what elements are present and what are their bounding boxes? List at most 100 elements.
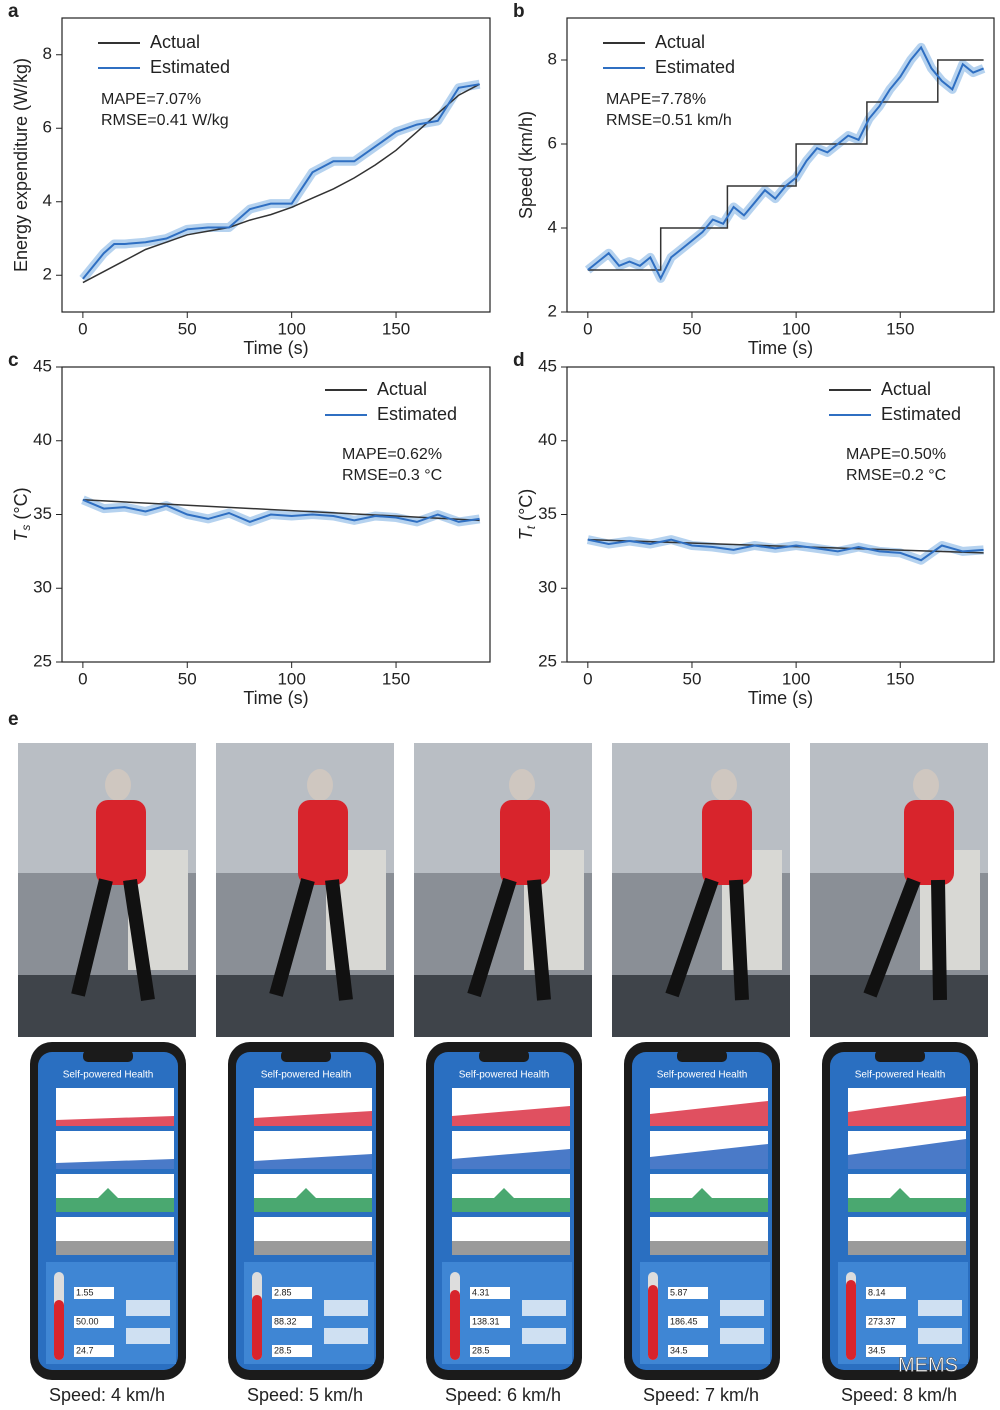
x-tick-label: 50 (178, 669, 197, 688)
y-tick-label: 4 (548, 217, 557, 236)
y-label-symbol: T (516, 527, 536, 540)
reading-box (74, 1287, 114, 1299)
runner-legs (467, 877, 551, 1001)
panel-label: c (8, 350, 19, 371)
runner-shirt (96, 800, 146, 885)
strip-area (452, 1106, 570, 1126)
x-tick-label: 150 (886, 319, 914, 338)
y-tick-label: 40 (538, 430, 557, 449)
series-line (82, 499, 480, 522)
annotation: MAPE=0.50% (846, 446, 946, 463)
runner-shirt (298, 800, 348, 885)
app-title: Self-powered Health (261, 1070, 352, 1081)
app-button (720, 1328, 764, 1344)
strip-area (254, 1111, 372, 1126)
legend-label: Estimated (150, 57, 230, 77)
reading: 34.5 (670, 1345, 688, 1355)
caption: Speed: 5 km/h (247, 1385, 363, 1405)
strip-area (650, 1241, 768, 1255)
x-tick-label: 0 (78, 669, 87, 688)
app-button (126, 1328, 170, 1344)
y-tick-label: 6 (548, 133, 557, 152)
app-button (918, 1328, 962, 1344)
plot-frame (566, 366, 995, 663)
y-axis-label: Ts (°C) (11, 487, 33, 541)
phone-notch (875, 1050, 925, 1062)
strip-area (56, 1159, 174, 1169)
runner-head (711, 769, 737, 801)
phone-notch (281, 1050, 331, 1062)
x-tick-label: 100 (782, 319, 810, 338)
annotation: RMSE=0.3 °C (342, 467, 442, 484)
legend-label: Actual (655, 32, 705, 52)
legend-label: Estimated (377, 404, 457, 424)
x-tick-label: 0 (78, 319, 87, 338)
x-tick-label: 150 (382, 669, 410, 688)
reading-box (668, 1287, 708, 1299)
annotation: RMSE=0.41 W/kg (101, 112, 229, 129)
reading-box (74, 1345, 114, 1357)
series-line (587, 59, 984, 271)
reading: 8.14 (868, 1287, 886, 1297)
reading: 2.85 (274, 1287, 292, 1297)
runner-legs (863, 877, 947, 1001)
plot-frame (61, 366, 491, 663)
app-button (720, 1300, 764, 1316)
x-axis-label: Time (s) (243, 688, 308, 708)
x-tick-label: 150 (886, 669, 914, 688)
series-line (587, 538, 984, 562)
y-label-subscript: t (524, 525, 538, 529)
reading: 1.55 (76, 1287, 94, 1297)
app-title: Self-powered Health (459, 1070, 550, 1081)
app-button (324, 1328, 368, 1344)
series-line (587, 45, 984, 281)
strip-area (650, 1188, 768, 1212)
plot-frame (566, 17, 995, 313)
app-button (522, 1328, 566, 1344)
annotation: MAPE=7.07% (101, 91, 201, 108)
reading-box (470, 1345, 510, 1357)
y-tick-label: 35 (33, 504, 52, 523)
annotation: MAPE=7.78% (606, 91, 706, 108)
strip-area (56, 1241, 174, 1255)
strip-area (848, 1139, 966, 1169)
reading-box (866, 1316, 906, 1328)
annotation: RMSE=0.2 °C (846, 467, 946, 484)
y-axis-label: Energy expenditure (W/kg) (11, 58, 31, 272)
phone-notch (677, 1050, 727, 1062)
reading-box (272, 1287, 312, 1299)
x-tick-label: 0 (583, 669, 592, 688)
series-line (82, 83, 480, 280)
app-title: Self-powered Health (657, 1070, 748, 1081)
caption: Speed: 7 km/h (643, 1385, 759, 1405)
x-tick-label: 150 (382, 319, 410, 338)
panel-label: b (513, 1, 525, 22)
x-axis-label: Time (s) (243, 338, 308, 358)
reading: 24.7 (76, 1345, 94, 1355)
y-tick-label: 2 (548, 301, 557, 320)
x-tick-label: 0 (583, 319, 592, 338)
runner-legs (665, 877, 749, 1001)
x-tick-label: 100 (782, 669, 810, 688)
y-label-unit: (°C) (516, 489, 536, 526)
y-tick-label: 8 (548, 49, 557, 68)
panel-label: a (8, 1, 19, 22)
thermometer-fill (54, 1300, 64, 1360)
x-tick-label: 100 (277, 669, 305, 688)
photo-floor (414, 975, 592, 1037)
x-axis-label: Time (s) (748, 338, 813, 358)
watermark: MEMS (898, 1354, 958, 1376)
reading: 88.32 (274, 1316, 297, 1326)
reading: 186.45 (670, 1316, 698, 1326)
x-tick-label: 100 (277, 319, 305, 338)
y-tick-label: 6 (43, 118, 52, 137)
y-label-symbol: T (11, 529, 31, 542)
reading-box (470, 1287, 510, 1299)
runner-shirt (702, 800, 752, 885)
annotation: RMSE=0.51 km/h (606, 112, 732, 129)
y-tick-label: 45 (33, 356, 52, 375)
estimate-band (584, 42, 986, 283)
x-tick-label: 50 (178, 319, 197, 338)
y-tick-label: 2 (43, 265, 52, 284)
thermometer-fill (252, 1295, 262, 1360)
